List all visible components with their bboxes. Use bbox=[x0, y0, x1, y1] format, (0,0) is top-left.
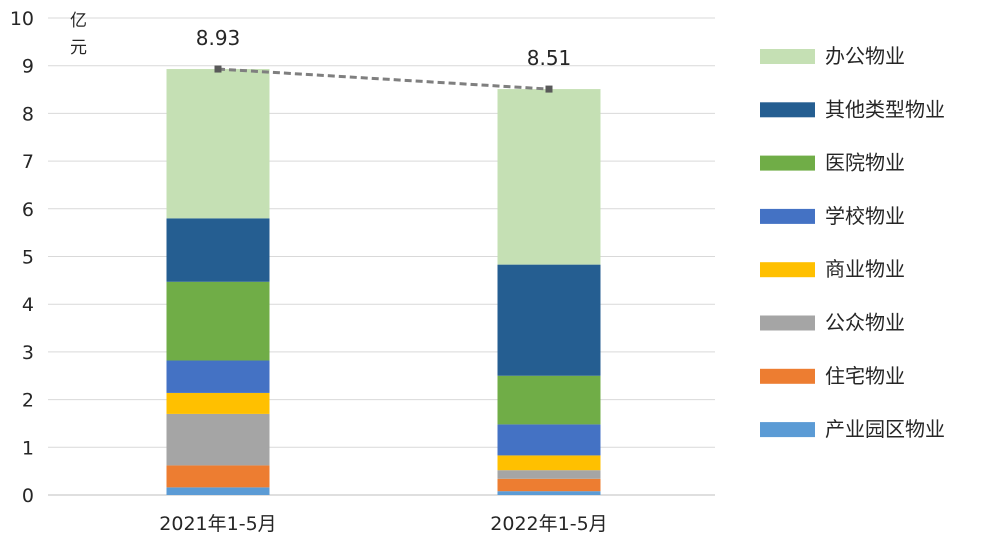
total-marker bbox=[214, 65, 222, 73]
legend-swatch bbox=[760, 208, 815, 224]
legend-swatch bbox=[760, 422, 815, 438]
total-trend-line: 8.93 8.51 bbox=[196, 26, 572, 93]
legend-swatch bbox=[760, 315, 815, 331]
y-tick-label: 6 bbox=[22, 199, 34, 221]
y-tick-label: 1 bbox=[22, 437, 34, 459]
y-tick-label: 10 bbox=[10, 8, 34, 30]
legend-label: 产业园区物业 bbox=[825, 417, 945, 441]
bar-segment bbox=[497, 264, 601, 376]
bar-segment bbox=[497, 470, 601, 479]
legend-label: 其他类型物业 bbox=[825, 97, 945, 121]
unit-label-2: 元 bbox=[70, 38, 87, 58]
bar-segment bbox=[166, 487, 270, 495]
legend-label: 住宅物业 bbox=[825, 364, 905, 388]
bar-segment bbox=[497, 424, 601, 456]
legend-label: 学校物业 bbox=[825, 204, 905, 228]
x-axis-category-labels: 2021年1-5月 2022年1-5月 bbox=[159, 513, 607, 535]
total-data-label: 8.93 bbox=[196, 26, 241, 50]
bars bbox=[166, 69, 601, 495]
y-tick-label: 2 bbox=[22, 390, 34, 412]
total-data-label: 8.51 bbox=[527, 46, 572, 70]
legend-swatch bbox=[760, 368, 815, 384]
legend-swatch bbox=[760, 102, 815, 118]
unit-label-1: 亿 bbox=[70, 11, 87, 31]
y-tick-label: 9 bbox=[22, 56, 34, 78]
bar-segment bbox=[166, 465, 270, 488]
bar-segment bbox=[166, 360, 270, 393]
x-category-label: 2022年1-5月 bbox=[490, 513, 607, 535]
y-tick-label: 8 bbox=[22, 103, 34, 125]
total-dashed-line bbox=[217, 67, 550, 91]
legend-label: 商业物业 bbox=[825, 257, 905, 281]
legend-swatch bbox=[760, 49, 815, 64]
bar-segment bbox=[166, 69, 270, 219]
legend-label: 公众物业 bbox=[825, 311, 905, 335]
y-tick-label: 0 bbox=[22, 485, 34, 507]
total-marker bbox=[545, 85, 553, 93]
gridlines bbox=[48, 17, 715, 496]
bar-segment bbox=[497, 478, 601, 492]
bar-segment bbox=[497, 89, 601, 265]
legend-swatch bbox=[760, 262, 815, 278]
bar-segment bbox=[166, 413, 270, 466]
bar-segment bbox=[497, 455, 601, 471]
x-category-label: 2021年1-5月 bbox=[159, 513, 276, 535]
legend-label: 办公物业 bbox=[825, 44, 905, 68]
bar-segment bbox=[166, 218, 270, 282]
bar-segment bbox=[166, 281, 270, 361]
bar-segment bbox=[166, 392, 270, 414]
y-tick-label: 3 bbox=[22, 342, 34, 364]
legend-label: 医院物业 bbox=[825, 151, 905, 175]
bar-segment bbox=[497, 375, 601, 425]
legend-swatch bbox=[760, 155, 815, 171]
y-axis-tick-labels: 0 1 2 3 4 5 6 7 8 9 10 bbox=[10, 8, 34, 507]
y-tick-label: 5 bbox=[22, 247, 34, 269]
y-tick-label: 7 bbox=[22, 151, 34, 173]
bar-segment bbox=[497, 491, 601, 495]
y-tick-label: 4 bbox=[22, 294, 34, 316]
